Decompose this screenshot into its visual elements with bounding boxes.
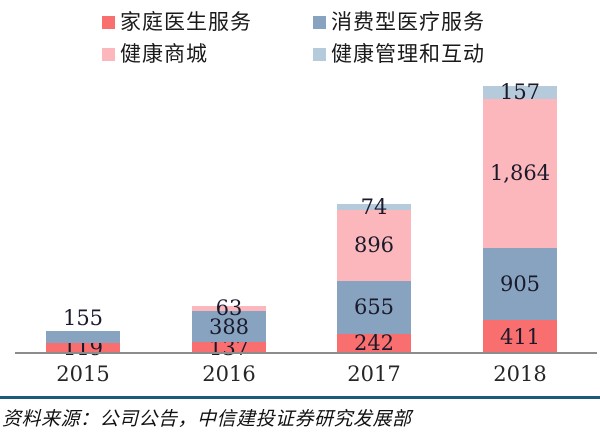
bar-segment	[337, 333, 411, 353]
bar-segment	[192, 305, 266, 311]
legend-item-consumer-medical: 消费型医疗服务	[313, 11, 485, 33]
bar-value-label: 155	[62, 306, 104, 331]
x-axis-tick-label: 2016	[202, 362, 256, 386]
bar-segment	[46, 343, 120, 353]
bar-segment	[337, 209, 411, 282]
bar-segment	[192, 311, 266, 343]
legend-item-family-doctor: 家庭医生服务	[102, 11, 252, 33]
legend-label-consumer-medical: 消费型医疗服务	[331, 10, 485, 34]
legend-swatch-health-management	[313, 47, 326, 61]
bar-segment	[483, 86, 557, 99]
legend-label-family-doctor: 家庭医生服务	[120, 10, 252, 34]
x-axis-tick-label: 2018	[493, 362, 547, 386]
x-axis-tick-label: 2017	[347, 362, 401, 386]
legend-label-health-management: 健康管理和互动	[331, 42, 485, 66]
legend-label-health-mall: 健康商城	[120, 42, 208, 66]
bar-segment	[192, 342, 266, 353]
legend-swatch-health-mall	[102, 47, 115, 61]
divider-line	[0, 396, 600, 399]
bar-segment	[483, 320, 557, 353]
x-axis-tick-label: 2015	[56, 362, 110, 386]
bar-segment	[46, 331, 120, 344]
plot-area: 119 155 2015 137 388 63 2016 242 655 896 74 2017 411…	[46, 80, 557, 386]
bar-segment	[483, 98, 557, 248]
bar-segment	[483, 247, 557, 321]
bar-segment	[337, 281, 411, 334]
legend-item-health-management: 健康管理和互动	[313, 43, 485, 65]
x-axis-line	[15, 352, 597, 354]
bar-segment	[337, 203, 411, 210]
source-note: 资料来源：公司公告，中信建投证券研究发展部	[2, 408, 412, 430]
legend-swatch-family-doctor	[102, 15, 115, 29]
legend-swatch-consumer-medical	[313, 15, 326, 29]
legend-item-health-mall: 健康商城	[102, 43, 208, 65]
